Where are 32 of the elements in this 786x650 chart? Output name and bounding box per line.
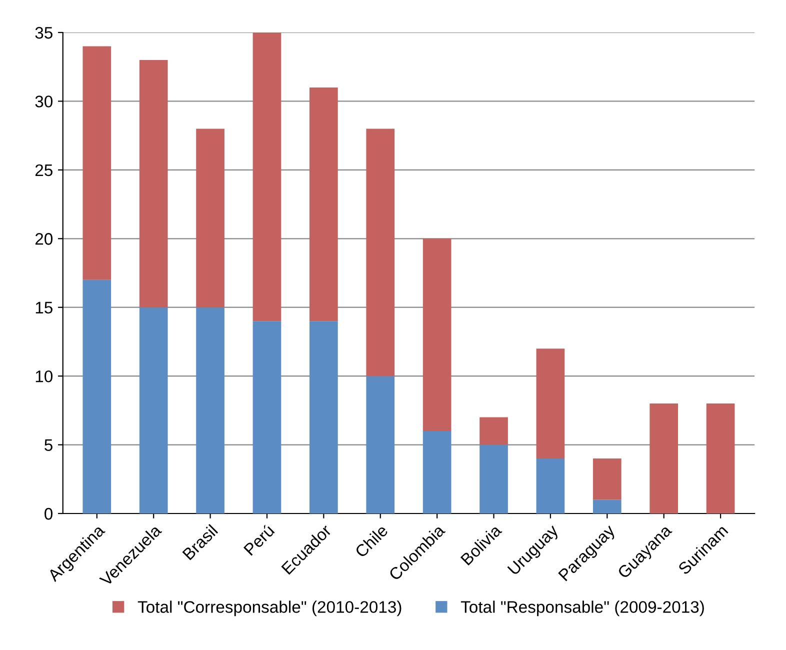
bar	[422, 431, 452, 514]
bar	[650, 404, 678, 514]
bar	[536, 458, 565, 514]
bar	[366, 128, 395, 376]
bar	[480, 444, 508, 514]
bar	[196, 128, 224, 308]
y-tick-label: 5	[44, 439, 52, 451]
bar	[252, 32, 282, 322]
bar	[706, 404, 735, 514]
y-tick-label: 25	[35, 164, 52, 176]
bar	[82, 46, 112, 280]
bar	[422, 238, 452, 432]
bar	[196, 307, 224, 514]
bar	[310, 321, 338, 514]
y-tick-label: 15	[36, 302, 52, 314]
bar	[139, 307, 168, 514]
bar	[139, 60, 168, 308]
y-tick-label: 30	[35, 96, 53, 108]
y-tick-label: 20	[35, 233, 53, 245]
legend-label: Total "Corresponsable" (2010-2013)	[138, 600, 402, 616]
bar	[310, 87, 338, 322]
bar	[82, 280, 112, 514]
y-tick-label: 35	[35, 26, 52, 39]
legend-label: Total "Responsable" (2009-2013)	[460, 600, 704, 616]
bar	[252, 321, 282, 514]
y-tick-label: 0	[44, 508, 53, 520]
bar	[536, 348, 565, 459]
bar	[366, 376, 395, 514]
y-tick-label: 10	[36, 370, 53, 382]
bar	[592, 500, 622, 514]
bar	[480, 417, 508, 445]
bar	[592, 458, 622, 500]
